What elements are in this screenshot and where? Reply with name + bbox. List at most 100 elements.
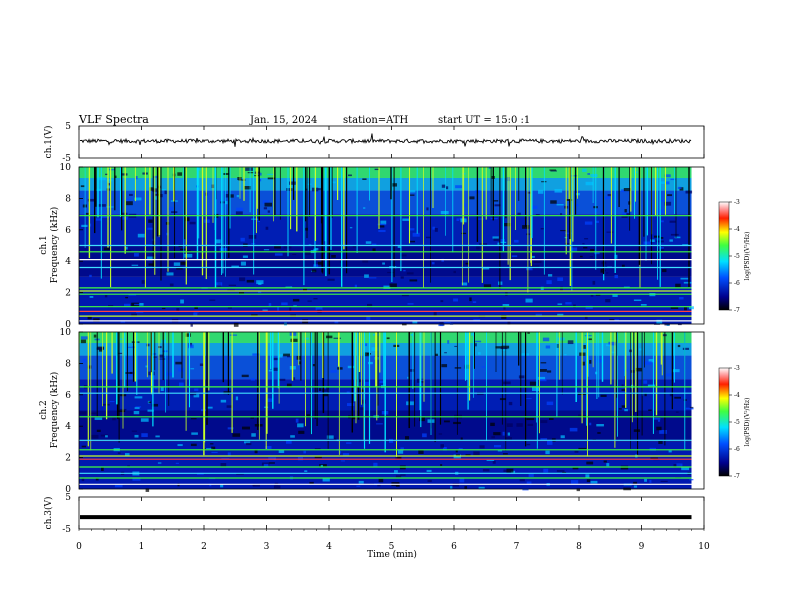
ch1-spectrogram-noise-cell: [501, 315, 507, 319]
ch1-spectrogram-noise-cell: [125, 296, 129, 299]
ch2-spectrogram-noise-cell: [571, 480, 579, 484]
ch1-spectrogram-panel: 0 2 4 6 8 10 ch.1 Frequency (kHz): [39, 163, 705, 330]
ch1-spectrogram-noise-cell: [407, 303, 414, 305]
ch1-spectrogram-noise-cell: [238, 179, 246, 181]
ch3-waveform-panel: 5 -5 ch.3(V): [43, 493, 705, 535]
ch2-spectrogram-noise-cell: [658, 440, 663, 444]
ch1-spectrogram-noise-cell: [147, 227, 154, 230]
ch2-spectrogram-noise-cell: [460, 437, 463, 441]
ch2-spectrogram-noise-cell: [346, 391, 350, 394]
ch2-spectrogram-noise-cell: [547, 370, 552, 373]
ch1-spectrogram-noise-cell: [263, 249, 270, 251]
ch2-spectrogram-noise-cell: [273, 367, 279, 371]
ch1-spectrogram-noise-cell: [153, 175, 159, 178]
ch1-spectrogram-noise-cell: [511, 255, 518, 258]
ch1-spectrogram-noise-cell: [120, 173, 128, 176]
ch2-spectrogram-noise-cell: [242, 426, 250, 430]
ch2-spectrogram-noise-cell: [501, 345, 510, 349]
ch2-spectrogram-ytick-label: 10: [60, 328, 72, 338]
ch1-spectrogram-colorbar-tick-label: -6: [734, 280, 740, 287]
ch2-spectrogram-noise-cell: [125, 453, 130, 457]
ch1-spectrogram-noise-cell: [469, 196, 475, 200]
ch1-spectrogram-noise-cell: [600, 210, 603, 215]
ch2-spectrogram-noise-cell: [689, 479, 694, 481]
ch2-spectrogram-noise-cell: [162, 350, 168, 353]
ch1-spectrogram-noise-cell: [584, 316, 588, 320]
ch2-spectrogram-noise-cell: [689, 406, 694, 409]
ch1-spectrogram-colorbar-tick-label: -7: [734, 307, 740, 314]
ch1-spectrogram-noise-cell: [465, 262, 470, 265]
ch1-spectrogram-noise-cell: [494, 204, 501, 207]
ch2-spectrogram-noise-cell: [373, 462, 378, 467]
ch1-spectrogram-noise-cell: [683, 281, 692, 284]
ch2-spectrogram-noise-cell: [478, 486, 485, 490]
ch2-spectrogram-noise-cell: [435, 353, 438, 356]
ch1-spectrogram-ytick-label: 8: [65, 194, 71, 204]
ch2-spectrogram-noise-cell: [211, 446, 216, 450]
ch2-spectrogram-noise-cell: [578, 414, 583, 418]
ch2-spectrogram-noise-cell: [160, 387, 164, 392]
ch2-spectrogram-panel: 0 2 4 6 8 10 ch.2 Frequency (kHz): [39, 328, 705, 495]
ch1-spectrogram-noise-cell: [669, 239, 673, 242]
ch1-spectrogram-noise-cell: [635, 171, 638, 174]
ch1-colorbar-gradient: [718, 201, 730, 311]
ch2-colorbar-ticks: -3 -4 -5 -6 -7: [729, 365, 740, 480]
ch2-spectrogram-noise-cell: [101, 467, 104, 471]
ch1-spectrogram-noise-cell: [493, 237, 499, 242]
time-axis-tick-label: 0: [76, 542, 82, 552]
ch1-spectrogram-noise-cell: [664, 201, 672, 206]
ch1-spectrogram-noise-cell: [412, 232, 420, 237]
ch1-spectrogram-noise-cell: [409, 194, 415, 196]
ch2-spectrogram-noise-cell: [191, 432, 198, 435]
ch2-spectrogram-noise-cell: [674, 396, 681, 399]
ch2-spectrogram-noise-cell: [532, 387, 540, 391]
ch2-spectrogram-noise-cell: [254, 449, 258, 454]
ch1-spectrogram-noise-cell: [125, 249, 132, 253]
ch2-spectrogram-noise-cell: [286, 383, 292, 388]
ch1-spectrogram-noise-cell: [378, 224, 385, 228]
ch2-spectrogram-noise-cell: [379, 380, 386, 384]
ch1-spectrogram-noise-cell: [225, 201, 228, 205]
ch1-spectrogram-image: [79, 167, 694, 327]
ch1-spectrogram-noise-cell: [582, 243, 585, 245]
ch2-spectrogram-image: [78, 332, 694, 492]
ch2-spectrogram-noise-cell: [427, 479, 432, 482]
ch1-spectrogram-noise-cell: [227, 307, 232, 309]
ch1-spectrogram-noise-cell: [514, 239, 519, 243]
ch1-spectrogram-noise-cell: [488, 167, 492, 169]
ch2-spectrogram-noise-cell: [226, 405, 233, 408]
ch2-spectrogram-noise-cell: [540, 420, 548, 424]
ch1-spectrogram-noise-cell: [525, 298, 533, 303]
ch1-spectrogram-noise-cell: [89, 296, 94, 298]
ch2-spectrogram-noise-cell: [406, 401, 414, 406]
ch1-spectrogram-noise-cell: [277, 307, 280, 311]
ch2-spectrogram-noise-cell: [131, 430, 137, 432]
ch1-spectrogram-noise-cell: [662, 269, 667, 273]
ch2-spectrogram-noise-cell: [252, 353, 261, 356]
ch2-spectrogram-noise-cell: [540, 438, 548, 440]
ch1-spectrogram-noise-cell: [289, 307, 292, 312]
ch2-spectrogram-noise-cell: [649, 479, 652, 483]
ch1-spectrogram-noise-cell: [659, 247, 664, 249]
ch1-spectrogram-noise-cell: [189, 221, 196, 225]
ch1-spectrogram-noise-cell: [307, 300, 312, 302]
ch1-spectrogram-noise-cell: [548, 274, 553, 277]
ch2-spectrogram-noise-cell: [481, 366, 485, 368]
ch1-spectrogram-noise-cell: [621, 189, 626, 193]
ch1-spectrogram-noise-cell: [148, 263, 155, 266]
ch2-spectrogram-noise-cell: [268, 462, 275, 464]
ch2-spectrogram-noise-cell: [148, 401, 152, 404]
ch2-spectrogram-noise-cell: [366, 353, 372, 355]
ch2-spectrogram-noise-cell: [486, 459, 495, 462]
ch2-spectrogram-noise-cell: [98, 349, 103, 352]
ch2-spectrogram-noise-cell: [259, 361, 268, 363]
ch2-colorbar: -3 -4 -5 -6 -7 log(PSD)(V²/Hz): [718, 365, 751, 480]
ch1-spectrogram-noise-cell: [136, 311, 144, 313]
ch1-spectrogram-noise-cell: [441, 184, 446, 188]
ch2-spectrogram-noise-cell: [639, 348, 643, 351]
ch2-spectrogram-noise-cell: [175, 361, 182, 365]
ch1-spectrogram-noise-cell: [363, 207, 366, 209]
ch1-spectrogram-noise-cell: [667, 194, 673, 197]
ch2-spectrogram-noise-cell: [668, 450, 672, 453]
ch2-spectrogram-noise-cell: [297, 423, 304, 428]
